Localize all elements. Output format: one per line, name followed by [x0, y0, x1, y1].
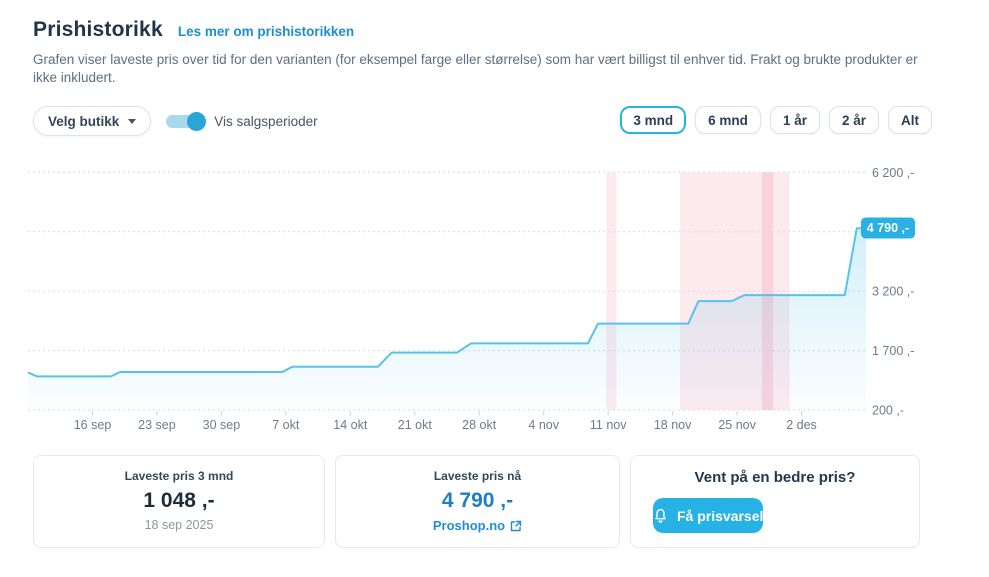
bell-icon	[655, 508, 666, 523]
x-axis-label: 14 okt	[333, 418, 368, 432]
y-axis-label: 3 200 ,-	[872, 285, 914, 299]
range-button-alt[interactable]: Alt	[888, 106, 932, 134]
sales-periods-toggle[interactable]	[166, 111, 207, 131]
current-price-badge-label: 4 790 ,-	[867, 221, 909, 235]
read-more-link[interactable]: Les mer om prishistorikken	[177, 24, 355, 39]
page-title: Prishistorikk	[33, 18, 163, 41]
summary-cards: Laveste pris 3 mnd 1 048 ,- 18 sep 2025 …	[33, 455, 920, 548]
range-button-3mnd[interactable]: 3 mnd	[620, 106, 687, 134]
x-axis-label: 16 sep	[74, 418, 112, 432]
external-link-icon	[510, 520, 522, 531]
lowest-price-3m-value: 1 048 ,-	[143, 489, 215, 512]
store-select-button[interactable]: Velg butikk	[33, 106, 152, 136]
current-price-badge	[861, 217, 915, 239]
x-axis-label: 11 nov	[590, 418, 627, 432]
y-axis-label: 6 200 ,-	[872, 166, 914, 180]
description-text: Grafen viser laveste pris over tid for d…	[33, 52, 918, 85]
x-axis-label: 18 nov	[654, 418, 692, 432]
y-axis-label: 1 700 ,-	[872, 344, 914, 358]
range-selector: 3 mnd 6 mnd 1 år 2 år Alt	[620, 106, 932, 134]
lowest-price-3m-date: 18 sep 2025	[144, 518, 214, 532]
price-alert-card: Vent på en bedre pris? Få prisvarsel	[630, 455, 920, 548]
x-axis-label: 7 okt	[272, 418, 300, 432]
lowest-price-3m-label: Laveste pris 3 mnd	[124, 469, 234, 483]
chevron-down-icon	[128, 118, 137, 124]
store-link[interactable]: Proshop.no	[433, 518, 522, 533]
store-select-label: Velg butikk	[48, 113, 120, 129]
price-alert-button-label: Få prisvarsel	[677, 507, 764, 524]
x-axis-label: 21 okt	[398, 418, 433, 432]
range-button-1ar[interactable]: 1 år	[769, 106, 820, 134]
x-axis-label: 30 sep	[203, 418, 241, 432]
sale-period-band	[761, 172, 773, 410]
sale-period-band	[606, 172, 617, 410]
toggle-knob	[187, 111, 207, 131]
price-line	[27, 227, 866, 378]
lowest-price-now-card: Laveste pris nå 4 790 ,- Proshop.no	[335, 455, 620, 548]
sales-periods-toggle-label: Vis salgsperioder	[214, 113, 318, 129]
x-axis-label: 28 okt	[462, 418, 497, 432]
x-axis-label: 23 sep	[138, 418, 176, 432]
x-axis-label: 4 nov	[528, 418, 559, 432]
x-axis-label: 2 des	[786, 418, 817, 432]
range-button-6mnd[interactable]: 6 mnd	[695, 106, 761, 134]
sale-period-band	[680, 172, 790, 410]
chart-controls: Velg butikk Vis salgsperioder	[33, 106, 318, 136]
lowest-price-now-label: Laveste pris nå	[433, 469, 522, 483]
y-axis-label: 200 ,-	[872, 404, 904, 418]
price-alert-title: Vent på en bedre pris?	[694, 469, 856, 486]
x-axis-label: 25 nov	[718, 418, 756, 432]
price-area-fill	[28, 228, 866, 410]
store-link-label: Proshop.no	[432, 518, 506, 533]
range-button-2ar[interactable]: 2 år	[828, 106, 879, 134]
lowest-price-3m-card: Laveste pris 3 mnd 1 048 ,- 18 sep 2025	[33, 455, 325, 548]
price-alert-button[interactable]: Få prisvarsel	[653, 498, 764, 533]
header: Prishistorikk Les mer om prishistorikken	[33, 18, 354, 42]
lowest-price-now-value: 4 790 ,-	[441, 489, 514, 512]
